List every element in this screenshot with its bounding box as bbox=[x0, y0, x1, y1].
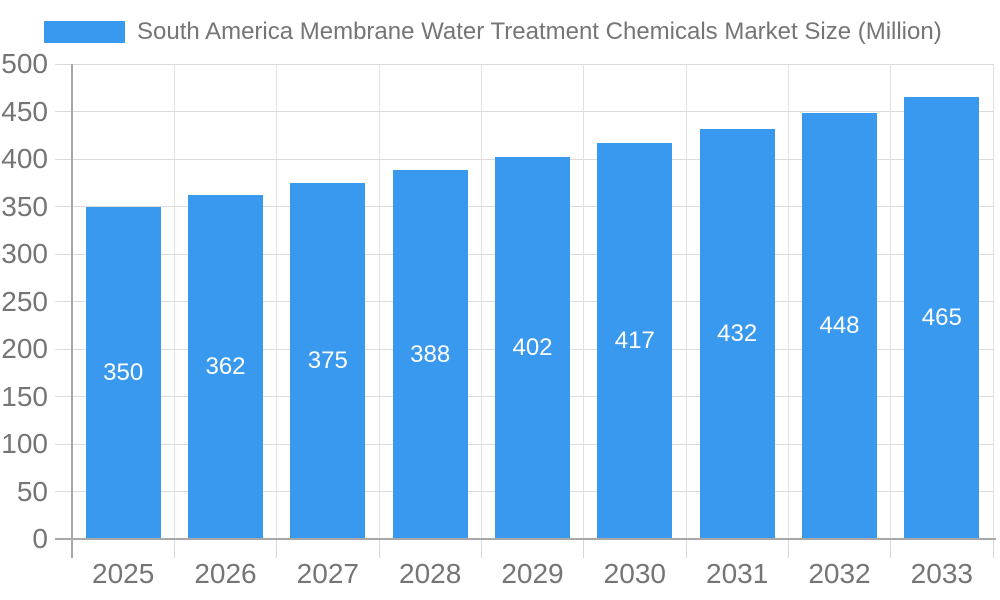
y-tick-label: 350 bbox=[1, 190, 48, 222]
bar-value-label: 448 bbox=[819, 312, 860, 340]
bar-value-label: 375 bbox=[307, 346, 348, 374]
x-axis-tick bbox=[890, 540, 892, 558]
bar[interactable]: 448 bbox=[802, 113, 877, 539]
x-tick-label: 2025 bbox=[92, 558, 155, 589]
y-tick-label: 100 bbox=[1, 428, 48, 459]
bar-value-label: 402 bbox=[512, 334, 553, 362]
legend-swatch[interactable] bbox=[44, 21, 125, 43]
gridline-vertical bbox=[787, 64, 789, 539]
x-tick-label: 2033 bbox=[910, 558, 973, 589]
bar-value-label: 362 bbox=[205, 353, 246, 381]
bar[interactable]: 375 bbox=[290, 182, 366, 539]
x-axis-tick bbox=[583, 540, 585, 558]
y-tick-label: 0 bbox=[32, 523, 48, 554]
bar[interactable]: 350 bbox=[85, 206, 161, 539]
gridline-vertical bbox=[276, 64, 278, 539]
x-axis-tick bbox=[378, 540, 380, 558]
y-tick-label: 200 bbox=[1, 333, 48, 364]
gridline-vertical bbox=[173, 64, 175, 539]
gridline-vertical bbox=[480, 64, 482, 539]
plot-area: 350 362 375 388 402 417 432 448 465 bbox=[55, 63, 994, 539]
bar[interactable]: 388 bbox=[392, 170, 468, 539]
chart-title: South America Membrane Water Treatment C… bbox=[137, 18, 942, 45]
gridline-vertical bbox=[583, 64, 585, 539]
y-tick-label: 500 bbox=[1, 48, 48, 79]
bar-value-label: 432 bbox=[717, 319, 758, 347]
y-tick-label: 400 bbox=[1, 143, 48, 174]
gridline-vertical bbox=[992, 64, 994, 539]
x-axis-tick bbox=[685, 540, 687, 558]
bar-value-label: 350 bbox=[103, 358, 144, 386]
gridline-vertical bbox=[378, 64, 380, 539]
y-tick-label: 300 bbox=[1, 238, 48, 269]
x-axis-tick bbox=[787, 540, 789, 558]
gridline-vertical bbox=[890, 64, 892, 539]
bar[interactable]: 432 bbox=[699, 128, 775, 539]
x-tick-label: 2032 bbox=[808, 558, 871, 589]
x-tick-label: 2028 bbox=[399, 558, 462, 589]
y-tick-label: 250 bbox=[1, 285, 48, 317]
bar-value-label: 417 bbox=[614, 326, 655, 354]
legend-item[interactable]: South America Membrane Water Treatment C… bbox=[44, 18, 942, 45]
bar[interactable]: 402 bbox=[495, 157, 570, 539]
bar-value-label: 388 bbox=[410, 340, 451, 368]
x-axis-tick bbox=[992, 540, 994, 558]
y-tick-label: 450 bbox=[1, 95, 48, 127]
x-axis-tick bbox=[173, 540, 175, 558]
x-tick-label: 2026 bbox=[194, 558, 257, 589]
y-axis-line bbox=[71, 64, 73, 558]
bar-value-label: 465 bbox=[921, 304, 962, 332]
x-axis-tick bbox=[480, 540, 482, 558]
bar[interactable]: 417 bbox=[597, 142, 673, 539]
x-tick-label: 2029 bbox=[501, 558, 564, 589]
gridline-horizontal bbox=[55, 63, 993, 65]
gridline-horizontal bbox=[55, 111, 993, 112]
gridline-vertical bbox=[685, 64, 687, 539]
bar[interactable]: 465 bbox=[904, 97, 980, 539]
x-axis-line bbox=[55, 538, 996, 540]
x-tick-label: 2027 bbox=[296, 558, 359, 589]
y-tick-label: 50 bbox=[16, 475, 48, 507]
bar[interactable]: 362 bbox=[188, 195, 263, 539]
x-tick-label: 2031 bbox=[706, 558, 769, 589]
x-tick-label: 2030 bbox=[603, 558, 666, 589]
y-tick-label: 150 bbox=[1, 380, 48, 412]
x-axis-tick bbox=[276, 540, 278, 558]
